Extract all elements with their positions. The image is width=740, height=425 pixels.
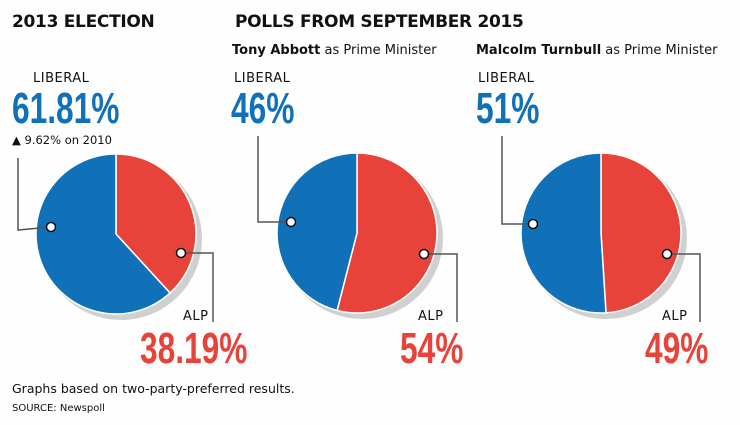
pie-slice-liberal (520, 152, 607, 314)
subtitle-name: Tony Abbott (232, 43, 321, 58)
alp-value: 54% (400, 324, 464, 373)
liberal-leader-line (501, 136, 533, 225)
alp-leader-line (424, 253, 458, 322)
alp-leader-line (181, 252, 214, 322)
liberal-value: 46% (231, 84, 295, 133)
subtitle-text: as Prime Minister (320, 43, 437, 58)
alp-label: ALP (662, 309, 688, 324)
liberal-leader-line (257, 136, 291, 223)
source: SOURCE: Newspoll (12, 403, 105, 414)
liberal-leader-line (17, 158, 52, 231)
pie-slice-liberal (276, 152, 358, 312)
pie-slice-alp (600, 152, 682, 314)
alp-marker-dot (661, 248, 673, 260)
heading-polls: POLLS FROM SEPTEMBER 2015 (235, 12, 524, 32)
change-note: ▲ 9.62% on 2010 (12, 133, 112, 147)
liberal-label: LIBERAL (234, 71, 291, 86)
alp-value: 49% (645, 324, 709, 373)
footnote: Graphs based on two-party-preferred resu… (12, 381, 295, 396)
subtitle-turnbull: Malcolm Turnbull as Prime Minister (476, 43, 717, 58)
alp-leader-line (667, 253, 701, 322)
subtitle-text: as Prime Minister (601, 43, 718, 58)
subtitle-name: Malcolm Turnbull (476, 43, 602, 58)
liberal-marker-dot (45, 221, 57, 233)
alp-value: 38.19% (140, 324, 248, 373)
pie-slice-alp (115, 153, 197, 295)
heading-2013-election: 2013 ELECTION (12, 12, 155, 32)
alp-marker-dot (418, 248, 430, 260)
alp-label: ALP (183, 309, 209, 324)
liberal-label: LIBERAL (478, 71, 535, 86)
liberal-marker-dot (285, 216, 297, 228)
pie-slice-alp (336, 152, 438, 314)
pie-slice-liberal (35, 153, 172, 315)
liberal-label: LIBERAL (33, 71, 90, 86)
alp-label: ALP (418, 309, 444, 324)
subtitle-abbott: Tony Abbott as Prime Minister (232, 43, 437, 58)
liberal-value: 61.81% (12, 84, 120, 133)
alp-marker-dot (175, 247, 187, 259)
liberal-value: 51% (476, 84, 540, 133)
liberal-marker-dot (527, 218, 539, 230)
